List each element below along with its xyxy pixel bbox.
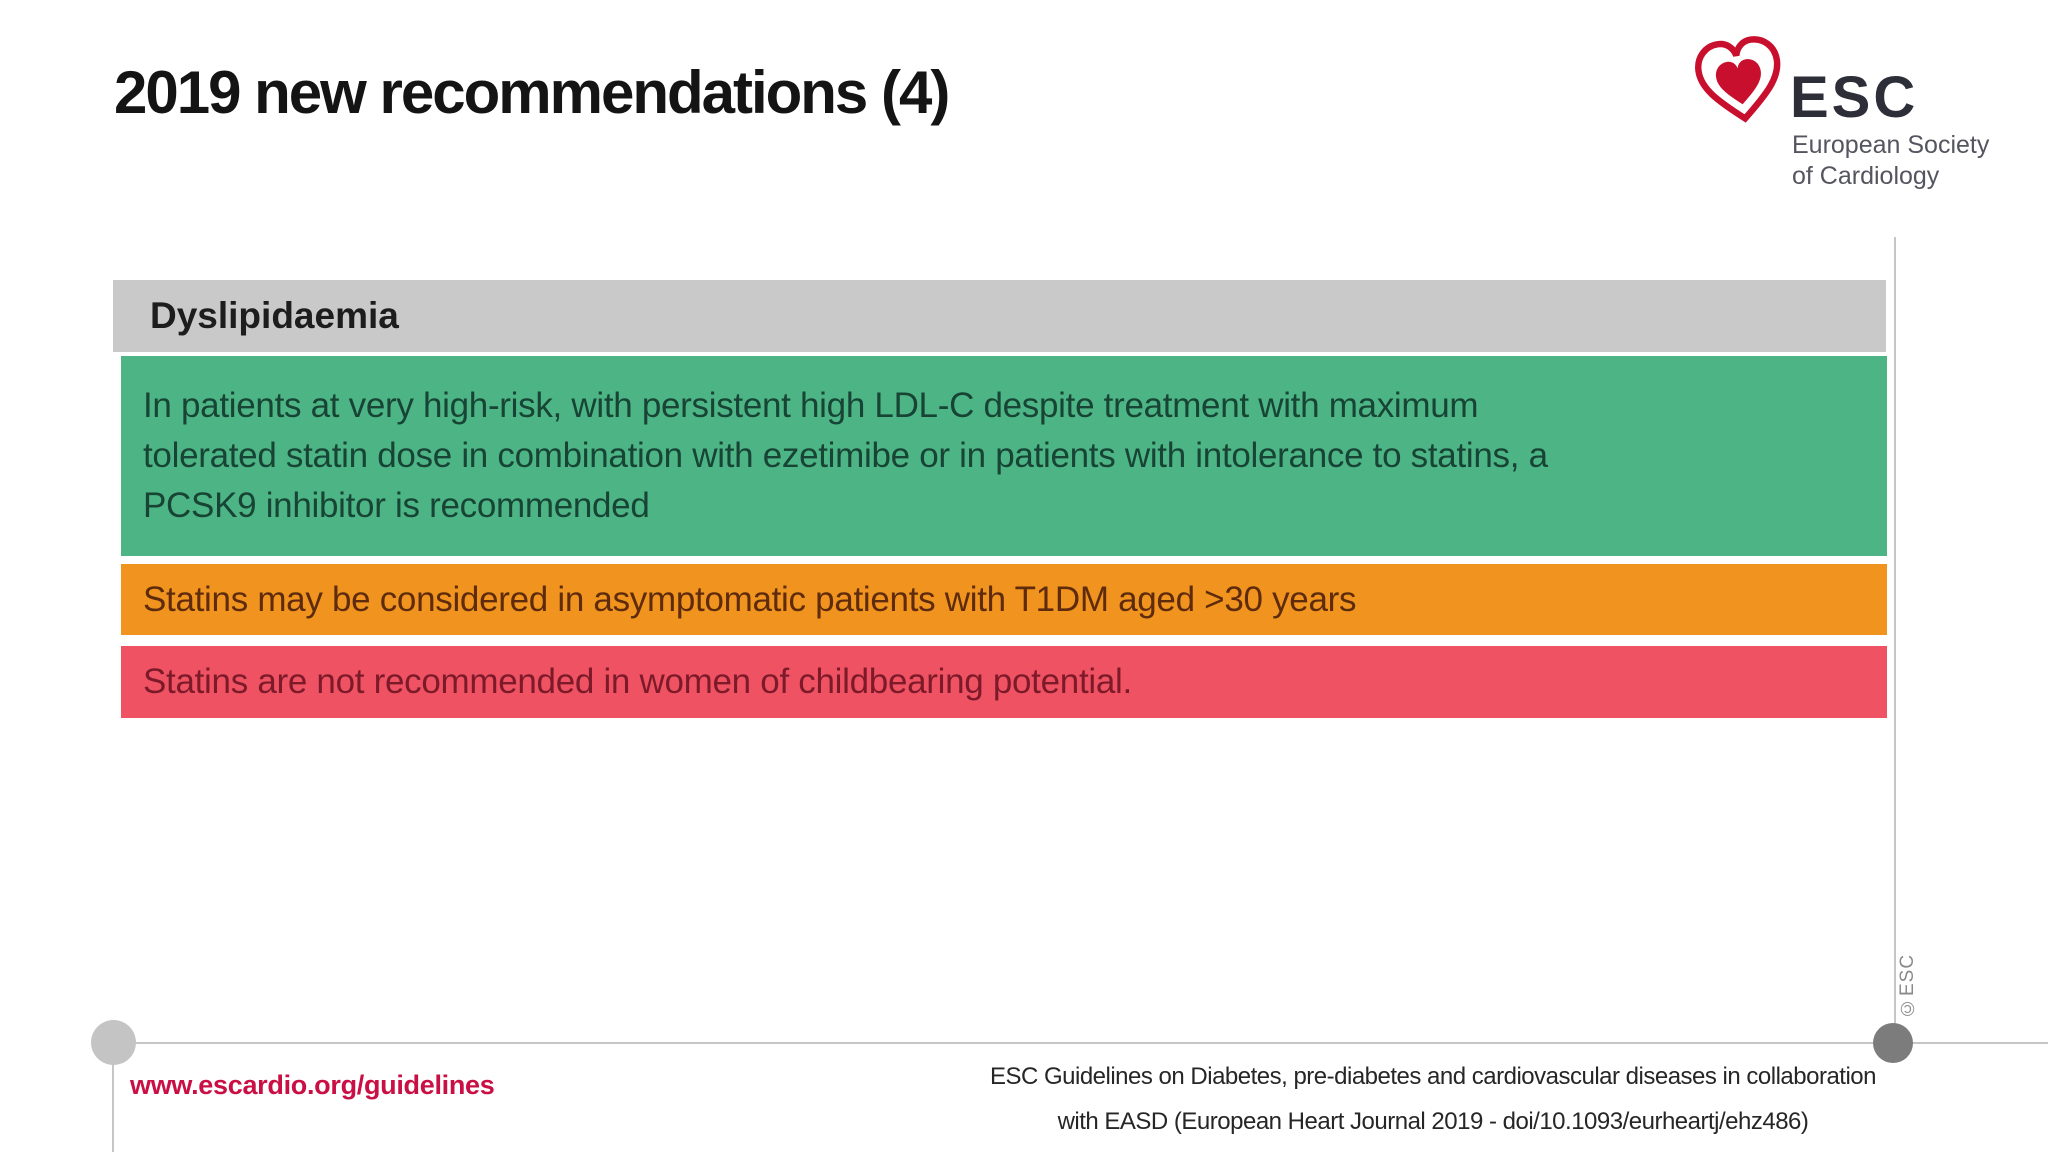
recommendation-row-green: In patients at very high-risk, with pers… [121, 356, 1887, 556]
panel-header-dyslipidaemia: Dyslipidaemia [113, 280, 1886, 352]
right-divider-line [1894, 237, 1896, 1043]
recommendation-text-line: tolerated statin dose in combination wit… [143, 436, 1548, 475]
citation-line1: ESC Guidelines on Diabetes, pre-diabetes… [989, 1063, 1877, 1090]
recommendation-text-line: In patients at very high-risk, with pers… [143, 386, 1479, 425]
citation: ESC Guidelines on Diabetes, pre-diabetes… [989, 1054, 1877, 1144]
esc-copyright-watermark: ©ESC [1897, 953, 1918, 1018]
footer-right-dot [1873, 1023, 1913, 1063]
recommendation-row-orange: Statins may be considered in asymptomati… [121, 564, 1887, 635]
esc-logo-subtitle-line2: of Cardiology [1792, 162, 1940, 190]
citation-line2: with EASD (European Heart Journal 2019 -… [1057, 1108, 1809, 1135]
esc-logo-text: ESC [1790, 65, 1919, 130]
footer-left-dot [91, 1020, 136, 1065]
recommendation-row-red: Statins are not recommended in women of … [121, 646, 1887, 718]
recommendation-text-line: PCSK9 inhibitor is recommended [143, 486, 650, 525]
recommendation-text-line: Statins may be considered in asymptomati… [143, 579, 1357, 619]
recommendation-text-line: Statins are not recommended in women of … [143, 662, 1132, 701]
guidelines-url-link[interactable]: www.escardio.org/guidelines [130, 1070, 495, 1100]
heart-icon [1695, 36, 1781, 123]
footer-left-vertical-line [112, 1042, 114, 1152]
slide-title: 2019 new recommendations (4) [114, 59, 950, 126]
esc-logo-subtitle-line1: European Society [1792, 131, 1990, 159]
esc-logo: ESC European Society of Cardiology [1694, 26, 2024, 216]
esc-logo-subtitle: European Society of Cardiology [1792, 130, 1989, 192]
footer-horizontal-line [113, 1042, 2048, 1044]
